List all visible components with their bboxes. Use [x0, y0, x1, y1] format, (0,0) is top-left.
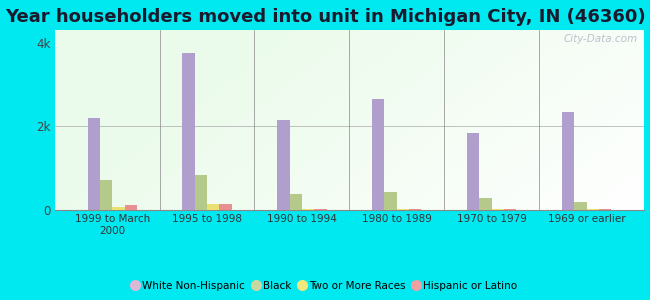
Bar	[385, 192, 396, 210]
Bar	[396, 209, 409, 210]
Bar	[479, 198, 491, 210]
Bar	[112, 207, 125, 210]
Bar	[409, 209, 421, 210]
Text: Year householders moved into unit in Michigan City, IN (46360): Year householders moved into unit in Mic…	[5, 8, 645, 26]
Bar	[302, 209, 314, 210]
Bar	[207, 204, 220, 210]
Bar	[183, 53, 195, 210]
Bar	[195, 175, 207, 210]
Legend: White Non-Hispanic, Black, Two or More Races, Hispanic or Latino: White Non-Hispanic, Black, Two or More R…	[129, 276, 521, 295]
Bar	[574, 202, 586, 210]
Bar	[586, 209, 599, 210]
Bar	[278, 120, 290, 210]
Bar	[491, 209, 504, 210]
Bar	[599, 209, 611, 210]
Bar	[290, 194, 302, 210]
Bar	[562, 112, 574, 210]
Bar	[125, 205, 137, 210]
Text: City-Data.com: City-Data.com	[564, 34, 638, 44]
Bar	[88, 118, 100, 210]
Bar	[220, 203, 232, 210]
Bar	[100, 180, 112, 210]
Bar	[372, 99, 385, 210]
Bar	[504, 209, 516, 210]
Bar	[314, 209, 326, 210]
Bar	[467, 133, 479, 210]
